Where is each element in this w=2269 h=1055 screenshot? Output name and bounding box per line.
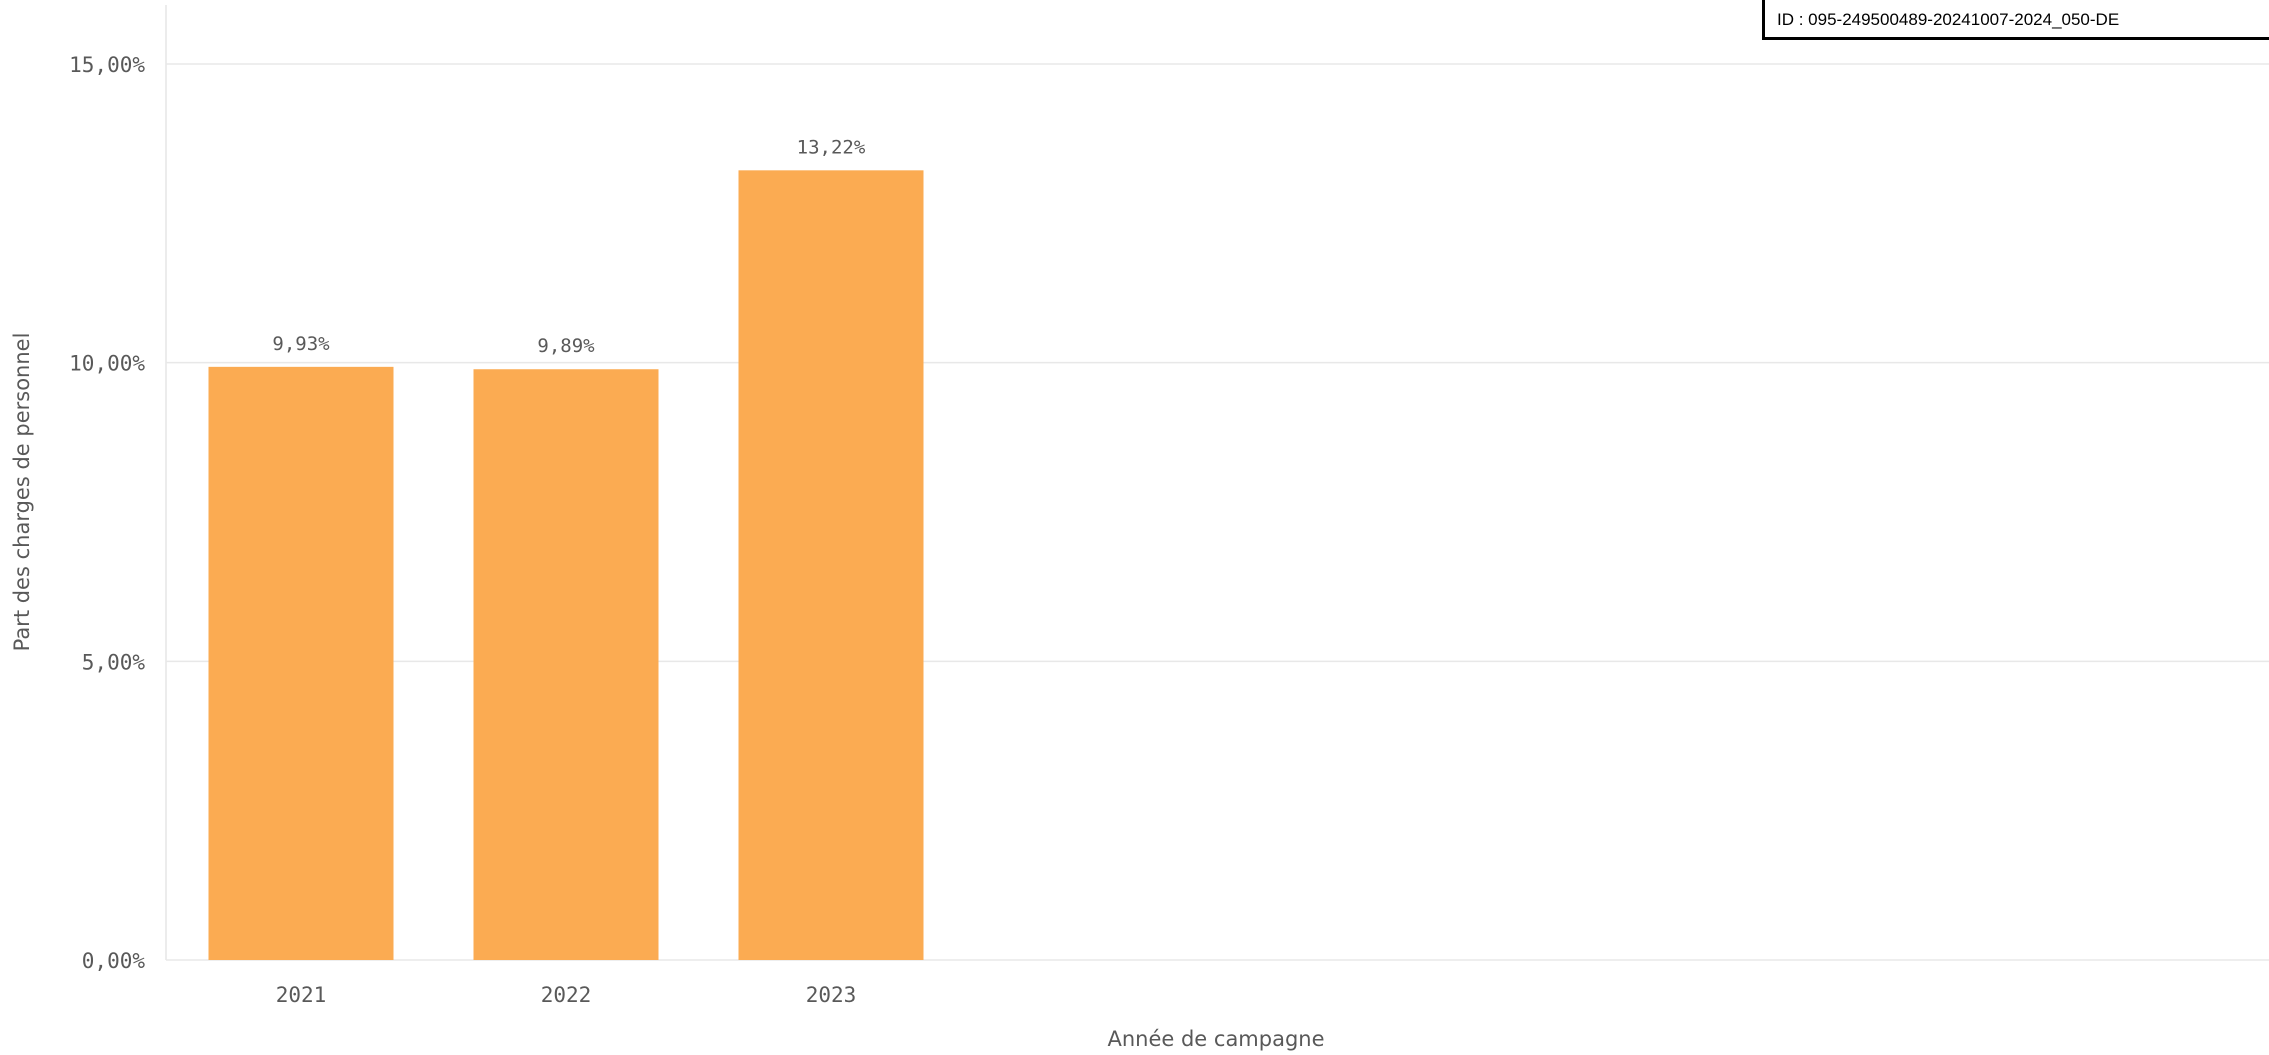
- bar-2022: [473, 369, 659, 961]
- data-label: 9,89%: [537, 335, 595, 357]
- y-tick-label: 0,00%: [82, 949, 146, 973]
- y-tick-label: 15,00%: [69, 53, 145, 77]
- y-tick-label: 5,00%: [82, 650, 146, 674]
- y-tick-label: 10,00%: [69, 352, 145, 376]
- document-id-box: ID : 095-249500489-20241007-2024_050-DE: [1762, 0, 2269, 40]
- data-label: 9,93%: [272, 333, 330, 355]
- document-id-label: ID : 095-249500489-20241007-2024_050-DE: [1777, 10, 2120, 29]
- y-tick-labels: 0,00% 5,00% 10,00% 15,00%: [69, 53, 145, 973]
- bar-2023: [738, 170, 924, 961]
- data-label: 13,22%: [797, 136, 866, 158]
- x-tick-label: 2023: [806, 983, 857, 1007]
- x-axis-title: Année de campagne: [1107, 1027, 1324, 1051]
- x-tick-label: 2021: [276, 983, 327, 1007]
- x-tick-label: 2022: [541, 983, 592, 1007]
- x-tick-labels: 2021 2022 2023: [276, 983, 857, 1007]
- y-axis-title: Part des charges de personnel: [10, 333, 34, 652]
- bars: [208, 170, 924, 961]
- bar-2021: [208, 366, 394, 960]
- data-labels: 9,93% 9,89% 13,22%: [272, 136, 865, 357]
